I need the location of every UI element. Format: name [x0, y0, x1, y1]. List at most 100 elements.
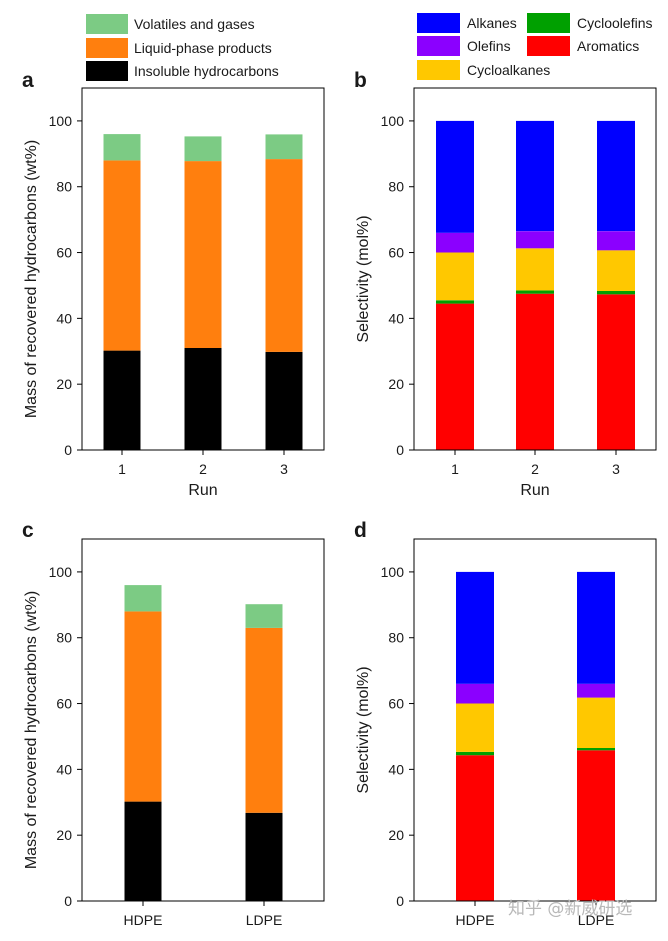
ytick-label-c-80: 80: [56, 630, 72, 646]
bar-a-volatiles-2: [184, 136, 222, 162]
bar-b-olefins-2: [516, 231, 554, 249]
ytick-label-d-60: 60: [388, 696, 404, 712]
ytick-label-d-100: 100: [381, 564, 405, 580]
ytick-label-a-100: 100: [49, 113, 73, 129]
bar-d-cycloalkanes-HDPE: [456, 703, 494, 752]
xlabel-b: Run: [520, 482, 549, 499]
panel-d: d 0 20 40 60 80 100 HDPE LDPE Selectivity (mol%): [354, 519, 657, 928]
bar-b-alkanes-2: [516, 120, 554, 232]
ylabel-b: Selectivity (mol%): [355, 215, 372, 342]
xtick-label-b-3: 3: [612, 461, 620, 477]
bar-b-cycloolefins-1: [436, 300, 474, 304]
legend-swatch-aromatics: [527, 36, 570, 56]
bar-b-cycloalkanes-1: [436, 252, 474, 301]
bar-d-cycloolefins-LDPE: [577, 748, 615, 751]
legend-label-cycloolefins: Cycloolefins: [577, 15, 652, 31]
panel-letter-a: a: [22, 69, 34, 92]
ylabel-a: Mass of recovered hydrocarbons (wt%): [23, 140, 40, 418]
ytick-label-a-0: 0: [64, 442, 72, 458]
bar-b-aromatics-1: [436, 303, 474, 450]
panel-letter-d: d: [354, 519, 367, 542]
ylabel-c: Mass of recovered hydrocarbons (wt%): [23, 591, 40, 869]
ylabel-d: Selectivity (mol%): [355, 666, 372, 793]
bar-a-liquid-1: [103, 160, 141, 351]
legend-swatch-liquid: [86, 38, 128, 58]
ytick-label-b-0: 0: [396, 442, 404, 458]
ytick-label-d-0: 0: [396, 893, 404, 909]
bar-b-alkanes-3: [597, 120, 635, 232]
legend-swatch-cycloolefins: [527, 13, 570, 33]
legend-swatch-insoluble: [86, 61, 128, 81]
bar-b-cycloalkanes-3: [597, 250, 635, 291]
ytick-label-a-80: 80: [56, 179, 72, 195]
xtick-label-a-3: 3: [280, 461, 288, 477]
bar-c-volatiles-LDPE: [245, 604, 283, 628]
bar-d-cycloolefins-HDPE: [456, 751, 494, 756]
xlabel-a: Run: [188, 482, 217, 499]
bar-d-aromatics-HDPE: [456, 755, 494, 901]
bar-d-olefins-LDPE: [577, 683, 615, 698]
panel-letter-c: c: [22, 519, 34, 542]
xtick-label-a-1: 1: [118, 461, 126, 477]
ytick-label-c-40: 40: [56, 761, 72, 777]
ytick-label-b-20: 20: [388, 376, 404, 392]
bar-a-liquid-2: [184, 161, 222, 348]
bar-d-aromatics-LDPE: [577, 750, 615, 901]
legend-label-cycloalkanes: Cycloalkanes: [467, 62, 550, 78]
legend-label-liquid: Liquid-phase products: [134, 40, 272, 56]
bar-d-alkanes-HDPE: [456, 571, 494, 684]
ytick-label-a-20: 20: [56, 376, 72, 392]
bar-b-olefins-1: [436, 232, 474, 253]
ytick-label-d-20: 20: [388, 827, 404, 843]
legend-label-insoluble: Insoluble hydrocarbons: [134, 63, 279, 79]
bar-b-alkanes-1: [436, 120, 474, 233]
bar-c-liquid-HDPE: [124, 611, 162, 802]
xtick-label-d-LDPE: LDPE: [578, 912, 615, 928]
panel-letter-b: b: [354, 69, 367, 92]
bar-d-cycloalkanes-LDPE: [577, 697, 615, 748]
legend-swatch-cycloalkanes: [417, 60, 460, 80]
bar-b-cycloalkanes-2: [516, 248, 554, 291]
ytick-label-a-40: 40: [56, 310, 72, 326]
ytick-label-c-20: 20: [56, 827, 72, 843]
legend-swatch-volatiles: [86, 14, 128, 34]
ytick-label-b-100: 100: [381, 113, 405, 129]
legend-label-alkanes: Alkanes: [467, 15, 517, 31]
bar-a-insoluble-1: [103, 350, 141, 450]
xtick-label-c-HDPE: HDPE: [124, 912, 163, 928]
bar-c-volatiles-HDPE: [124, 585, 162, 612]
bar-c-insoluble-LDPE: [245, 812, 283, 901]
legends: Volatiles and gases Liquid-phase products…: [86, 13, 652, 81]
bar-d-alkanes-LDPE: [577, 571, 615, 684]
legend-label-aromatics: Aromatics: [577, 38, 639, 54]
ytick-label-b-60: 60: [388, 245, 404, 261]
xtick-label-b-2: 2: [531, 461, 539, 477]
bar-c-liquid-LDPE: [245, 627, 283, 813]
bar-a-volatiles-3: [265, 134, 303, 160]
watermark-text: 知乎 @新威研选: [508, 899, 632, 919]
legend-swatch-olefins: [417, 36, 460, 56]
panel-a: a 0 20 40 60 80 100 1 2 3 Run Mass of recovered hyd…: [22, 69, 325, 499]
ytick-label-d-40: 40: [388, 761, 404, 777]
legend-label-olefins: Olefins: [467, 38, 511, 54]
ytick-label-c-60: 60: [56, 696, 72, 712]
bar-b-cycloolefins-2: [516, 290, 554, 294]
xtick-label-d-HDPE: HDPE: [456, 912, 495, 928]
ytick-label-c-0: 0: [64, 893, 72, 909]
xtick-label-b-1: 1: [451, 461, 459, 477]
bar-a-insoluble-3: [265, 351, 303, 450]
bar-b-olefins-3: [597, 231, 635, 251]
bar-a-liquid-3: [265, 159, 303, 352]
legend-label-volatiles: Volatiles and gases: [134, 16, 255, 32]
bar-b-aromatics-2: [516, 293, 554, 450]
legend-swatch-alkanes: [417, 13, 460, 33]
plot-frame-c: [81, 538, 325, 902]
panel-c: c 0 20 40 60 80 100 HDPE LDPE Mass of recovered h…: [22, 519, 325, 928]
bar-a-volatiles-1: [103, 134, 141, 161]
ytick-label-b-80: 80: [388, 179, 404, 195]
xtick-label-a-2: 2: [199, 461, 207, 477]
ytick-label-b-40: 40: [388, 310, 404, 326]
ytick-label-a-60: 60: [56, 245, 72, 261]
bar-d-olefins-HDPE: [456, 683, 494, 704]
panel-b: b 0 20 40 60 80 100 1 2 3 Run Selectivity (mol%): [354, 69, 657, 499]
